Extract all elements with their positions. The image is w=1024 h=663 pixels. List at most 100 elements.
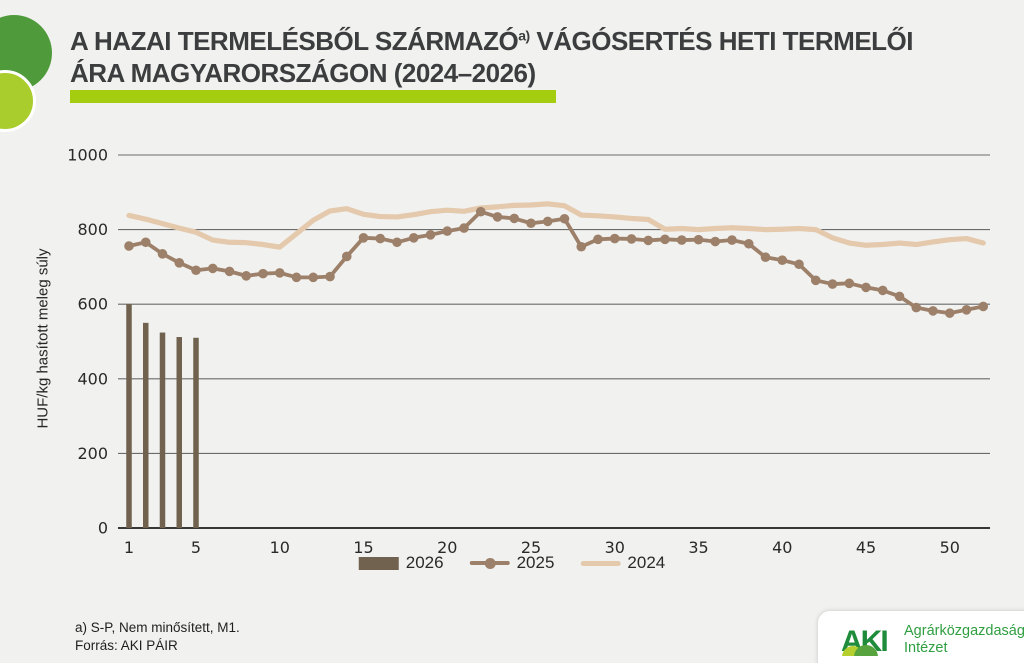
aki-org-line2: Intézet (904, 640, 948, 657)
x-tick-label: 10 (270, 538, 290, 557)
marker-2025 (626, 234, 637, 244)
legend-swatch-2026-bar (358, 556, 399, 570)
marker-2025 (760, 252, 771, 263)
x-tick-label: 40 (772, 538, 792, 557)
x-tick-label: 20 (437, 538, 457, 557)
marker-2025 (191, 265, 201, 276)
marker-2025 (442, 226, 453, 236)
footnotes: a) S-P, Nem minősített, M1. Forrás: AKI … (75, 619, 240, 654)
title-text: A HAZAI TERMELÉSBŐL SZÁRMAZÓ (70, 26, 519, 56)
line-2025 (127, 209, 986, 316)
bar-2026 (159, 332, 166, 528)
y-tick-label: 0 (98, 519, 108, 538)
marker-2025 (576, 241, 587, 252)
aki-hill-dark (854, 645, 878, 657)
chart-legend: 2026 2025 2024 (358, 553, 665, 573)
marker-2025 (844, 278, 855, 289)
legend-label-2026: 2026 (405, 553, 444, 572)
aki-org-name: Agrárközgazdasági Intézet (904, 620, 1024, 657)
bar-2026 (193, 337, 199, 528)
marker-2025 (224, 266, 235, 277)
legend-item-2026: 2026 (358, 553, 444, 573)
marker-2025 (140, 237, 151, 248)
marker-2025 (660, 234, 670, 245)
y-tick-label: 600 (77, 295, 108, 314)
y-tick-label: 400 (77, 369, 108, 388)
marker-2025 (542, 216, 553, 227)
aki-org-line1: Agrárközgazdasági (904, 623, 1024, 639)
marker-2025 (124, 241, 134, 251)
marker-2025 (810, 275, 821, 286)
marker-2025 (827, 279, 838, 289)
x-tick-label: 25 (521, 538, 541, 557)
marker-2025 (291, 272, 302, 283)
marker-2025 (928, 306, 938, 316)
marker-2025 (492, 212, 503, 222)
marker-2025 (944, 308, 955, 318)
aki-baseline (842, 656, 878, 658)
y-tick-label: 800 (77, 220, 108, 239)
marker-2025 (475, 206, 486, 217)
x-tick-label: 1 (124, 538, 134, 557)
marker-2025 (358, 233, 369, 243)
x-tick-label: 50 (940, 538, 960, 557)
marker-2025 (861, 282, 871, 293)
marker-2025 (241, 271, 252, 281)
marker-2025 (710, 236, 721, 247)
marker-2025 (408, 233, 419, 243)
legend-item-2024: 2024 (580, 553, 665, 573)
marker-2025 (425, 230, 436, 240)
marker-2025 (978, 301, 989, 312)
x-tick-label: 5 (191, 538, 201, 557)
aki-logo-card: AKI Agrárközgazdasági Intézet (818, 611, 1024, 663)
legend-swatch-2024-line (580, 560, 621, 566)
bar-2026 (176, 337, 182, 528)
title-line-2: ÁRA MAGYARORSZÁGON (2024–2026) (70, 57, 536, 88)
marker-2025 (341, 251, 352, 262)
page-title: A HAZAI TERMELÉSBŐL SZÁRMAZÓa) VÁGÓSERTÉ… (70, 26, 970, 90)
marker-2025 (961, 304, 972, 315)
source-note: Forrás: AKI PÁIR (75, 637, 178, 653)
marker-2025 (643, 235, 654, 246)
legend-swatch-2025-marker (484, 557, 496, 569)
marker-2025 (375, 233, 386, 244)
title-superscript: a) (518, 27, 530, 44)
marker-2025 (509, 213, 520, 224)
title-underline (70, 90, 556, 103)
marker-2025 (777, 255, 788, 265)
marker-2025 (743, 238, 754, 249)
marker-2025 (526, 218, 536, 229)
marker-2025 (676, 235, 687, 245)
line-2024 (126, 201, 986, 250)
marker-2025 (308, 272, 319, 283)
marker-2025 (559, 213, 570, 224)
marker-2025 (459, 223, 469, 233)
marker-2025 (609, 233, 620, 244)
marker-2025 (877, 285, 888, 296)
marker-2025 (258, 268, 268, 279)
title-line-1: A HAZAI TERMELÉSBŐL SZÁRMAZÓa) VÁGÓSERTÉ… (70, 26, 970, 58)
x-tick-label: 30 (605, 538, 625, 557)
legend-swatch-2025-line (469, 557, 510, 569)
marker-2025 (693, 234, 704, 245)
bar-2026 (143, 322, 149, 528)
bar-2026 (126, 304, 132, 528)
marker-2025 (727, 235, 737, 245)
y-tick-label: 200 (77, 444, 108, 463)
marker-2025 (894, 291, 905, 302)
marker-2025 (157, 249, 168, 259)
x-tick-label: 35 (688, 538, 708, 557)
x-tick-label: 15 (353, 538, 373, 557)
marker-2025 (325, 271, 335, 282)
footnote-a: a) S-P, Nem minősített, M1. (75, 620, 240, 635)
legend-label-2024: 2024 (627, 553, 666, 572)
marker-2025 (593, 234, 603, 245)
legend-label-2025: 2025 (516, 553, 555, 572)
y-tick-label: 1000 (67, 146, 108, 165)
marker-2025 (274, 268, 285, 278)
marker-2025 (207, 263, 218, 274)
marker-2025 (794, 259, 804, 270)
marker-2025 (392, 237, 402, 248)
aki-logo-icon: AKI (841, 625, 889, 658)
